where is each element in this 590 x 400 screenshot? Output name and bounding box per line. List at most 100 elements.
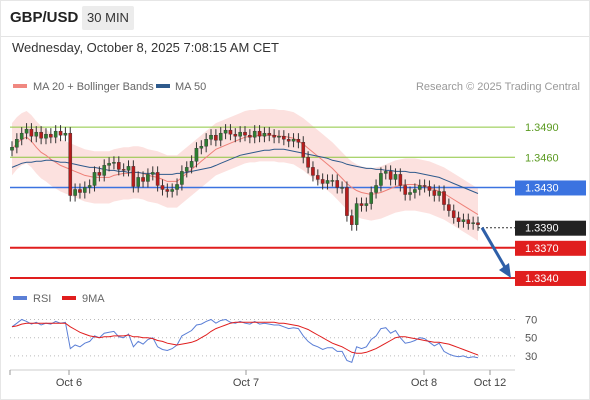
candle-body	[383, 171, 388, 174]
candle-body	[68, 132, 73, 196]
candle-body	[58, 130, 63, 136]
candle-body	[228, 129, 233, 135]
legend-swatch-ma50	[156, 84, 170, 88]
level-label-support: 1.3370	[525, 243, 559, 255]
candle-body	[393, 174, 398, 180]
candle-body	[374, 185, 378, 193]
candle-body	[291, 139, 296, 142]
rsi-panel: RSI 9MA	[13, 293, 105, 305]
candle-body	[311, 167, 315, 176]
level-label-resistance: 1.3460	[525, 152, 559, 164]
legend-label-ma50: MA 50	[175, 81, 206, 93]
level-label-box-support	[515, 240, 586, 256]
candle-body	[141, 177, 145, 182]
candle-body	[39, 131, 43, 139]
legend-label-rsi: RSI	[33, 293, 51, 305]
candle-body	[83, 187, 87, 193]
rsi-tick-label: 30	[525, 351, 537, 363]
candle-body	[325, 180, 330, 184]
candle-body	[316, 175, 320, 180]
candle-body	[136, 177, 141, 187]
level-label-support: 1.3340	[525, 273, 559, 285]
candle-body	[408, 192, 412, 195]
candle-body	[116, 162, 121, 170]
candle-body	[243, 131, 247, 136]
candle-body	[29, 128, 34, 137]
interval-button[interactable]: 30 MIN	[82, 6, 134, 30]
instrument-title: GBP/USD	[10, 9, 79, 26]
candle-body	[204, 139, 208, 147]
candle-body	[24, 128, 29, 134]
toolbar: GBP/USD 30 MIN	[0, 0, 590, 36]
candle-body	[87, 185, 92, 188]
time-tick-label: Oct 6	[56, 377, 82, 389]
candle-body	[233, 133, 238, 137]
level-label-box-pivot	[515, 180, 586, 196]
level-label-box-last	[515, 220, 586, 236]
candle-body	[277, 135, 281, 138]
candle-body	[218, 132, 223, 141]
rsi-ma-line	[11, 321, 479, 356]
candle-body	[49, 133, 53, 138]
candle-body	[466, 219, 471, 224]
candle-body	[437, 191, 441, 196]
forecast-arrow	[480, 226, 511, 278]
candle-body	[155, 172, 160, 186]
candle-body	[432, 190, 437, 196]
rsi-grid: 70 50 30	[10, 315, 537, 363]
candle-body	[150, 172, 155, 175]
candle-body	[364, 203, 369, 206]
candle-body	[349, 215, 354, 225]
candle-body	[189, 161, 194, 168]
candle-body	[442, 191, 446, 205]
candle-body	[379, 173, 383, 186]
rsi-lines	[11, 318, 479, 363]
candle-body	[214, 134, 218, 141]
candle-body	[107, 163, 111, 166]
candle-body	[102, 165, 107, 176]
forecast-arrow-shaft	[480, 226, 508, 270]
level-label-box-support	[515, 270, 586, 286]
time-tick-label: Oct 7	[233, 377, 259, 389]
candle-body	[170, 189, 174, 192]
candle-body	[112, 162, 116, 164]
candle-body	[252, 130, 257, 138]
candle-body	[282, 135, 286, 140]
candle-body	[92, 172, 97, 186]
rsi-line	[11, 318, 479, 363]
level-label-resistance: 1.3490	[525, 122, 559, 134]
candle-body	[257, 130, 262, 137]
candle-body	[44, 133, 48, 139]
price-legend: MA 20 + Bollinger Bands MA 50 Research ©…	[13, 81, 580, 93]
candle-body	[199, 146, 204, 149]
candle-body	[19, 132, 24, 140]
time-tick-label: Oct 12	[474, 377, 506, 389]
candle-body	[413, 189, 417, 193]
candle-body	[354, 203, 359, 225]
candle-body	[447, 204, 451, 211]
candle-body	[194, 148, 199, 162]
candlesticks	[10, 123, 480, 231]
candle-body	[160, 185, 165, 190]
candle-body	[398, 174, 403, 186]
chart-datetime: Wednesday, October 8, 2025 7:08:15 AM CE…	[12, 40, 279, 55]
candle-body	[15, 139, 19, 148]
candle-body	[335, 180, 340, 188]
candle-body	[165, 189, 170, 192]
candle-body	[272, 134, 276, 138]
candle-body	[403, 185, 407, 195]
toolbar-divider	[0, 36, 590, 37]
candle-body	[146, 174, 150, 182]
candle-body	[320, 179, 325, 184]
candle-body	[301, 142, 306, 158]
legend-label-9ma: 9MA	[82, 293, 105, 305]
candle-body	[34, 131, 39, 137]
candle-body	[461, 219, 466, 222]
candle-body	[417, 185, 422, 190]
legend-label-ma20: MA 20 + Bollinger Bands	[33, 81, 154, 93]
legend-swatch-rsi	[13, 296, 27, 300]
candle-body	[476, 222, 480, 225]
rsi-tick-label: 50	[525, 333, 537, 345]
candle-body	[97, 172, 102, 176]
